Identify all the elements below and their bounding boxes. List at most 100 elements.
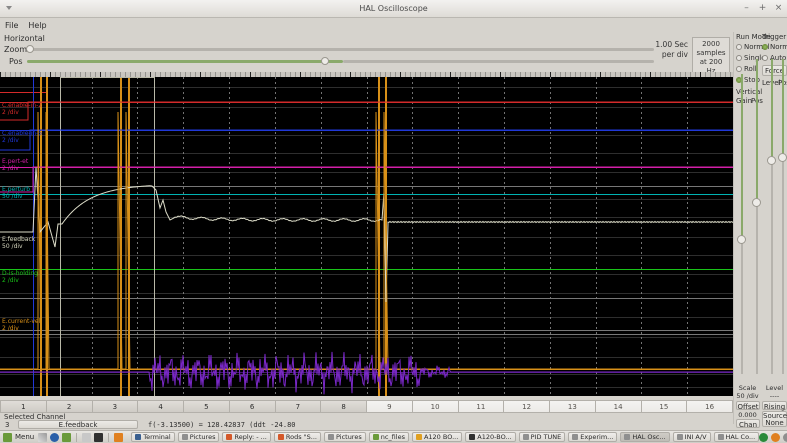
close-button[interactable]: × xyxy=(774,3,783,13)
channel-button-label: 8 xyxy=(341,403,346,411)
channel-label-1[interactable]: C.enable-in-2 2 /div xyxy=(2,102,42,116)
menu-item-help[interactable]: Help xyxy=(28,20,47,30)
display-icon[interactable] xyxy=(94,432,104,442)
taskbar-item-1[interactable]: Pictures xyxy=(177,432,220,442)
trigger-normal-radio[interactable]: Normal xyxy=(762,43,787,51)
vertical-pos-knob[interactable] xyxy=(752,198,761,207)
trigger-source-button[interactable]: Source None xyxy=(762,411,787,427)
tray-icon-green[interactable] xyxy=(759,432,769,442)
channel-label-5[interactable]: E.feedback 50 /div xyxy=(2,236,35,250)
zoom-slider-knob[interactable] xyxy=(26,45,34,53)
channel-button-5[interactable]: 5 xyxy=(184,400,230,413)
taskbar-item-0[interactable]: Terminal xyxy=(131,432,175,442)
trigger-level-slider[interactable] xyxy=(767,59,777,374)
channel-button-16[interactable]: 16 xyxy=(687,400,733,413)
channel-button-2[interactable]: 2 xyxy=(46,400,93,413)
menu-item-file[interactable]: File xyxy=(5,20,19,30)
channel-label-scale: 2 /div xyxy=(2,137,19,144)
zoom-slider-track[interactable] xyxy=(27,48,654,51)
taskbar-item-11[interactable]: INI A/V xyxy=(672,432,711,442)
files-icon[interactable] xyxy=(82,432,92,442)
taskbar-item-3[interactable]: Rods "S... xyxy=(273,432,321,442)
channel-button-9[interactable]: 9 xyxy=(367,400,413,413)
vertical-gain-knob[interactable] xyxy=(737,235,746,244)
channel-button-11[interactable]: 11 xyxy=(458,400,505,413)
quick-launch-bar xyxy=(38,432,124,442)
taskbar-item-label: PID TUNE xyxy=(530,433,562,441)
channel-button-14[interactable]: 14 xyxy=(595,400,642,413)
trigger-level-knob[interactable] xyxy=(767,156,776,165)
taskbar-item-2[interactable]: Reply: - ... xyxy=(222,432,271,442)
taskbar-item-label: Pictures xyxy=(189,433,216,441)
taskbar-item-label: Rods "S... xyxy=(285,433,317,441)
channel-button-15[interactable]: 15 xyxy=(641,400,688,413)
taskbar-item-7[interactable]: A120-BO... xyxy=(465,432,516,442)
run-mode-single-radio[interactable]: Single xyxy=(736,54,766,62)
taskbar-item-12[interactable]: HAL Co... xyxy=(713,432,760,442)
taskbar-item-label: nc_files xyxy=(380,433,405,441)
channel-label-2[interactable]: C.enable-in-5 2 /div xyxy=(2,130,42,144)
cursor-readout: f(-3.13500) = 128.42837 (ddt -24.80 xyxy=(148,421,296,429)
tray-icon-gray[interactable] xyxy=(783,432,787,442)
taskbar-item-8[interactable]: PID TUNE xyxy=(518,432,566,442)
terminal-icon[interactable] xyxy=(62,432,72,442)
channel-label-7[interactable]: E.current-vel 2 /div xyxy=(2,318,40,332)
channel-button-12[interactable]: 12 xyxy=(504,400,550,413)
start-menu-button[interactable]: Menu xyxy=(0,432,34,442)
channel-label-name: E.perturb xyxy=(2,186,31,193)
horizontal-section-label: Horizontal xyxy=(4,34,45,43)
pos-slider-track[interactable] xyxy=(343,60,654,63)
selected-channel-button[interactable]: E.feedback xyxy=(18,420,138,429)
pos-slider-fill[interactable] xyxy=(27,60,343,63)
selected-channel-label: Selected Channel xyxy=(4,413,66,421)
channel-label-3[interactable]: E.pert-et 2 /div xyxy=(2,158,28,172)
tray-icon-orange[interactable] xyxy=(771,432,781,442)
channel-button-row[interactable]: 1 2 3 4 5 6 7 8 9 10 11 12 13 14 15 16 xyxy=(0,400,733,413)
channel-label-6[interactable]: D-is-holding 2 /div xyxy=(2,270,38,284)
taskbar-item-icon xyxy=(522,434,529,440)
scope-top-ruler xyxy=(0,72,733,77)
taskbar-item-6[interactable]: A120 BO... xyxy=(411,432,463,442)
channel-button-label: 10 xyxy=(430,403,440,411)
channel-button-4[interactable]: 4 xyxy=(138,400,184,413)
trigger-pos-knob[interactable] xyxy=(778,153,787,162)
scope-display[interactable]: C.enable-in-2 2 /div C.enable-in-5 2 /div E.… xyxy=(0,72,733,396)
trigger-auto-radio[interactable]: Auto xyxy=(762,54,786,62)
taskbar-item-10[interactable]: HAL Osc... xyxy=(620,432,670,442)
pos-slider-knob[interactable] xyxy=(321,57,329,65)
channel-button-6[interactable]: 6 xyxy=(229,400,276,413)
right-control-panel: Run Mode Trigger Normal Single Roll Stop… xyxy=(733,32,787,439)
channel-label-4[interactable]: E.perturb 50 /div xyxy=(2,186,30,200)
vertical-gain-slider[interactable] xyxy=(737,74,747,374)
run-mode-roll-label: Roll xyxy=(744,65,757,73)
channel-button-10[interactable]: 10 xyxy=(412,400,459,413)
minimize-button[interactable]: – xyxy=(744,3,749,13)
channel-button-7[interactable]: 7 xyxy=(275,400,322,413)
channel-button-3[interactable]: 3 xyxy=(92,400,139,413)
channel-button-8[interactable]: 8 xyxy=(321,400,367,413)
globe-icon[interactable] xyxy=(50,432,60,442)
trigger-pos-slider[interactable] xyxy=(778,59,787,374)
firefox-icon[interactable] xyxy=(114,432,124,442)
cursor-selection-box[interactable] xyxy=(60,77,155,396)
taskbar-item-5[interactable]: nc_files xyxy=(368,432,409,442)
taskbar-item-label: Reply: - ... xyxy=(234,433,267,441)
channel-label-name: C.enable-in-5 xyxy=(2,130,43,137)
sample-rate: at 200 Hz xyxy=(699,58,723,75)
channel-label-name: C.enable-in-2 xyxy=(2,102,43,109)
trigger-edge-button[interactable]: Rising xyxy=(762,401,787,411)
system-tray: Sun Feb 10, 15:28 xyxy=(759,432,787,442)
maximize-button[interactable]: + xyxy=(758,3,767,13)
run-mode-roll-radio[interactable]: Roll xyxy=(736,65,757,73)
run-mode-normal-radio[interactable]: Normal xyxy=(736,43,769,51)
window-menu-icon[interactable] xyxy=(6,6,12,10)
channel-button-1[interactable]: 1 xyxy=(0,400,47,413)
offset-button[interactable]: Offset xyxy=(736,401,760,411)
taskbar-item-9[interactable]: Experim... xyxy=(568,432,618,442)
vertical-pos-slider[interactable] xyxy=(752,59,762,374)
waveform-overlay xyxy=(0,101,733,395)
chan-off-button[interactable]: Chan Off xyxy=(736,419,760,439)
pencil-icon[interactable] xyxy=(38,432,48,442)
taskbar-item-4[interactable]: Pictures xyxy=(323,432,366,442)
channel-button-13[interactable]: 13 xyxy=(550,400,596,413)
